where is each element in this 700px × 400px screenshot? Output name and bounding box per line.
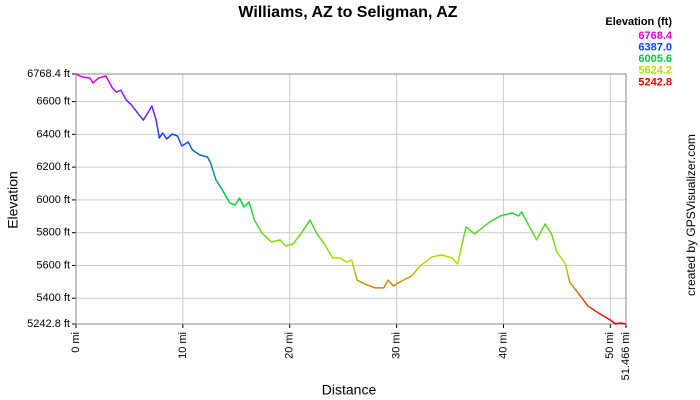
y-tick-label: 6400 ft xyxy=(36,128,70,140)
elevation-line xyxy=(75,73,627,325)
y-tick-label: 6768.4 ft xyxy=(27,68,70,80)
y-tick-label: 6600 ft xyxy=(36,96,70,108)
credit: created by GPSVisualizer.com xyxy=(684,134,698,296)
x-tick-label: 51.466 mi xyxy=(620,332,632,380)
y-axis-label: Elevation xyxy=(5,171,21,229)
x-tick-label: 20 mi xyxy=(284,332,296,359)
y-tick-label: 5600 ft xyxy=(36,259,70,271)
y-tick-label: 6000 ft xyxy=(36,194,70,206)
legend-value: 6768.4 xyxy=(638,30,673,42)
plot-border xyxy=(75,73,627,325)
legend-title: Elevation (ft) xyxy=(605,16,672,28)
x-tick-label: 10 mi xyxy=(177,332,189,359)
x-axis-label: Distance xyxy=(322,382,377,398)
legend-value: 6005.6 xyxy=(638,53,672,65)
x-tick-label: 40 mi xyxy=(497,332,509,359)
x-tick-label: 0 mi xyxy=(70,332,82,353)
legend-value: 6387.0 xyxy=(638,42,672,54)
x-tick-label: 50 mi xyxy=(604,332,616,359)
y-tick-label: 5400 ft xyxy=(36,292,70,304)
y-tick-label: 5242.8 ft xyxy=(27,318,70,330)
y-tick-label: 5800 ft xyxy=(36,227,70,239)
chart-title: Williams, AZ to Seligman, AZ xyxy=(238,4,457,21)
legend-value: 5242.8 xyxy=(638,76,672,88)
x-tick-label: 30 mi xyxy=(391,332,403,359)
y-tick-label: 6200 ft xyxy=(36,161,70,173)
legend-value: 5624.2 xyxy=(638,65,672,77)
